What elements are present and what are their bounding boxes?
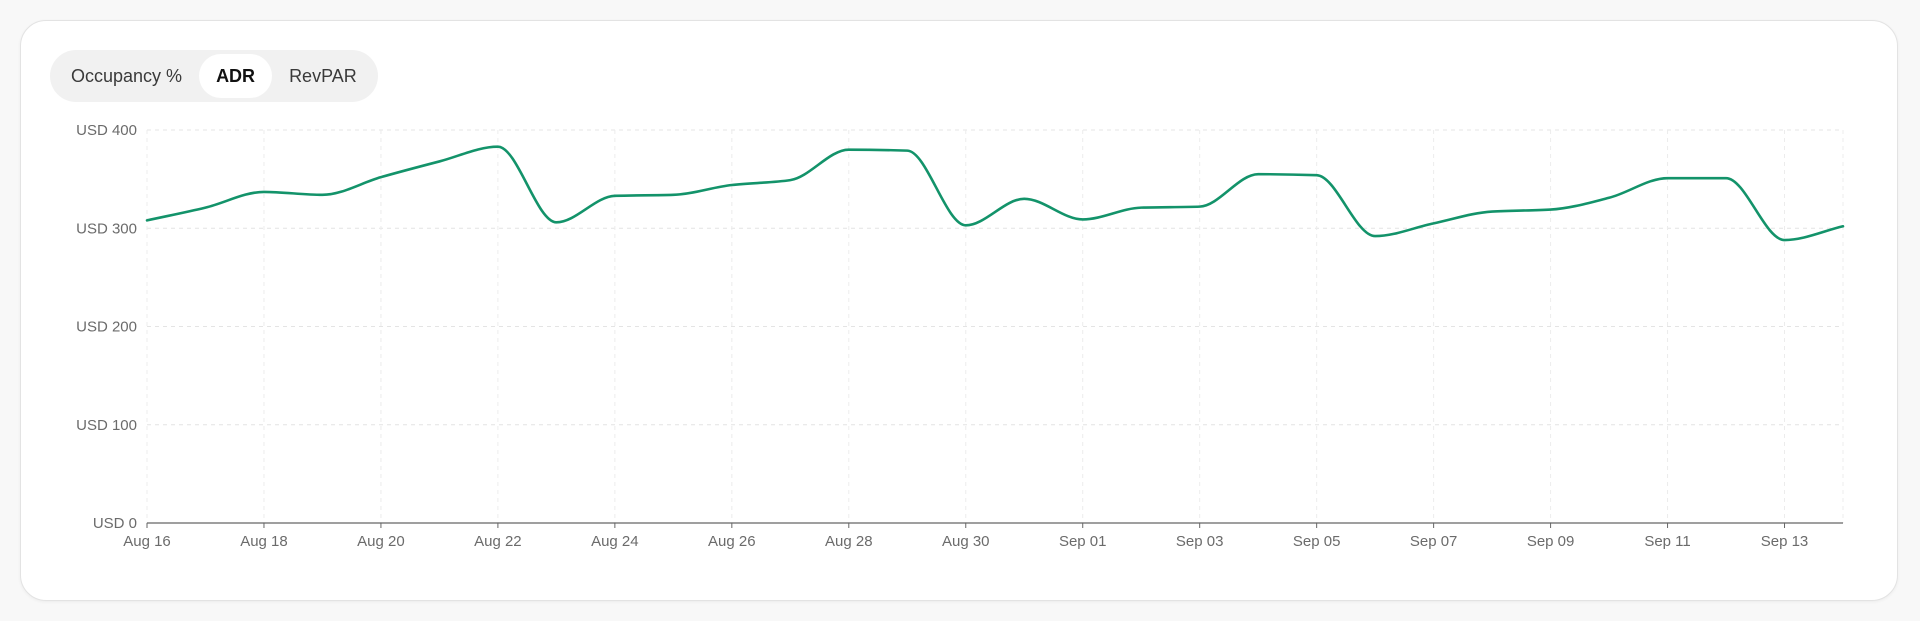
x-tick-label: Sep 09 xyxy=(1527,533,1575,550)
data-point xyxy=(1606,195,1612,201)
chart-card: Occupancy % ADR RevPAR xyxy=(20,20,1898,601)
data-point xyxy=(1314,172,1320,178)
x-tick-label: Aug 16 xyxy=(123,533,171,550)
x-tick-label: Sep 05 xyxy=(1293,533,1341,550)
metric-tabs: Occupancy % ADR RevPAR xyxy=(50,50,378,102)
y-tick-label: USD 200 xyxy=(76,319,137,336)
data-point xyxy=(1197,204,1203,210)
data-point xyxy=(319,192,325,198)
x-tick-label: Aug 30 xyxy=(942,533,990,550)
data-point xyxy=(1782,237,1788,243)
data-point xyxy=(1548,207,1554,213)
data-point xyxy=(553,219,559,225)
data-point xyxy=(378,174,384,180)
data-point xyxy=(846,147,852,153)
y-tick-label: USD 300 xyxy=(76,220,137,237)
data-point xyxy=(1021,196,1027,202)
data-point xyxy=(144,217,150,223)
x-tick-label: Aug 26 xyxy=(708,533,756,550)
data-point xyxy=(1665,175,1671,181)
x-tick-label: Sep 03 xyxy=(1176,533,1224,550)
x-tick-label: Aug 22 xyxy=(474,533,522,550)
data-point xyxy=(1372,233,1378,239)
data-point xyxy=(612,193,618,199)
x-tick-label: Sep 01 xyxy=(1059,533,1107,550)
tab-adr[interactable]: ADR xyxy=(199,54,273,98)
tab-occupancy[interactable]: Occupancy % xyxy=(71,66,183,86)
tab-revpar[interactable]: RevPAR xyxy=(289,66,357,86)
data-point xyxy=(495,144,501,150)
data-point xyxy=(1489,209,1495,215)
data-point xyxy=(787,177,793,183)
x-tick-label: Aug 24 xyxy=(591,533,639,550)
adr-series-line xyxy=(145,145,1845,242)
data-point xyxy=(1138,205,1144,211)
x-tick-label: Aug 20 xyxy=(357,533,405,550)
data-point xyxy=(261,189,267,195)
data-point xyxy=(1431,220,1437,226)
y-tick-label: USD 100 xyxy=(76,417,137,434)
x-tick-label: Sep 11 xyxy=(1644,533,1690,550)
x-tick-label: Aug 18 xyxy=(240,533,288,550)
data-point xyxy=(202,205,208,211)
x-tick-label: Aug 28 xyxy=(825,533,873,550)
data-point xyxy=(1723,175,1729,181)
data-point xyxy=(436,158,442,164)
data-point xyxy=(1840,223,1846,229)
y-tick-label: USD 400 xyxy=(76,122,137,139)
data-point xyxy=(670,192,676,198)
x-tick-label: Sep 13 xyxy=(1761,533,1809,550)
y-tick-label: USD 0 xyxy=(93,515,137,532)
data-point xyxy=(963,222,969,228)
data-point xyxy=(904,148,910,154)
x-tick-label: Sep 07 xyxy=(1410,533,1458,550)
data-point xyxy=(1255,171,1261,177)
data-point xyxy=(1080,216,1086,222)
data-point xyxy=(729,182,735,188)
